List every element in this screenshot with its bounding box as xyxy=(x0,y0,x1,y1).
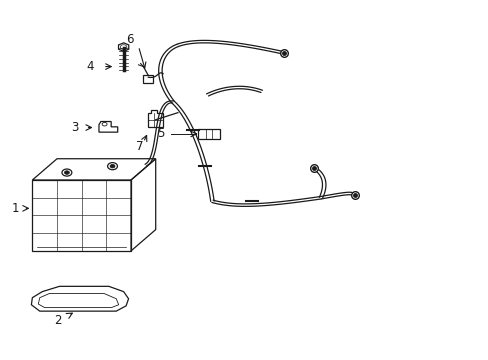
Text: 2: 2 xyxy=(54,314,61,327)
Circle shape xyxy=(64,171,69,174)
Text: 3: 3 xyxy=(71,121,79,134)
Text: 2010 Chevy Impala Battery Diagram: 2010 Chevy Impala Battery Diagram xyxy=(231,13,257,15)
Circle shape xyxy=(110,165,115,168)
Bar xyxy=(143,76,153,82)
Text: 4: 4 xyxy=(87,60,94,73)
Text: 1: 1 xyxy=(11,202,19,215)
Text: 5: 5 xyxy=(157,127,164,140)
Text: 7: 7 xyxy=(135,140,143,153)
Text: 6: 6 xyxy=(126,33,134,46)
Bar xyxy=(197,129,220,139)
